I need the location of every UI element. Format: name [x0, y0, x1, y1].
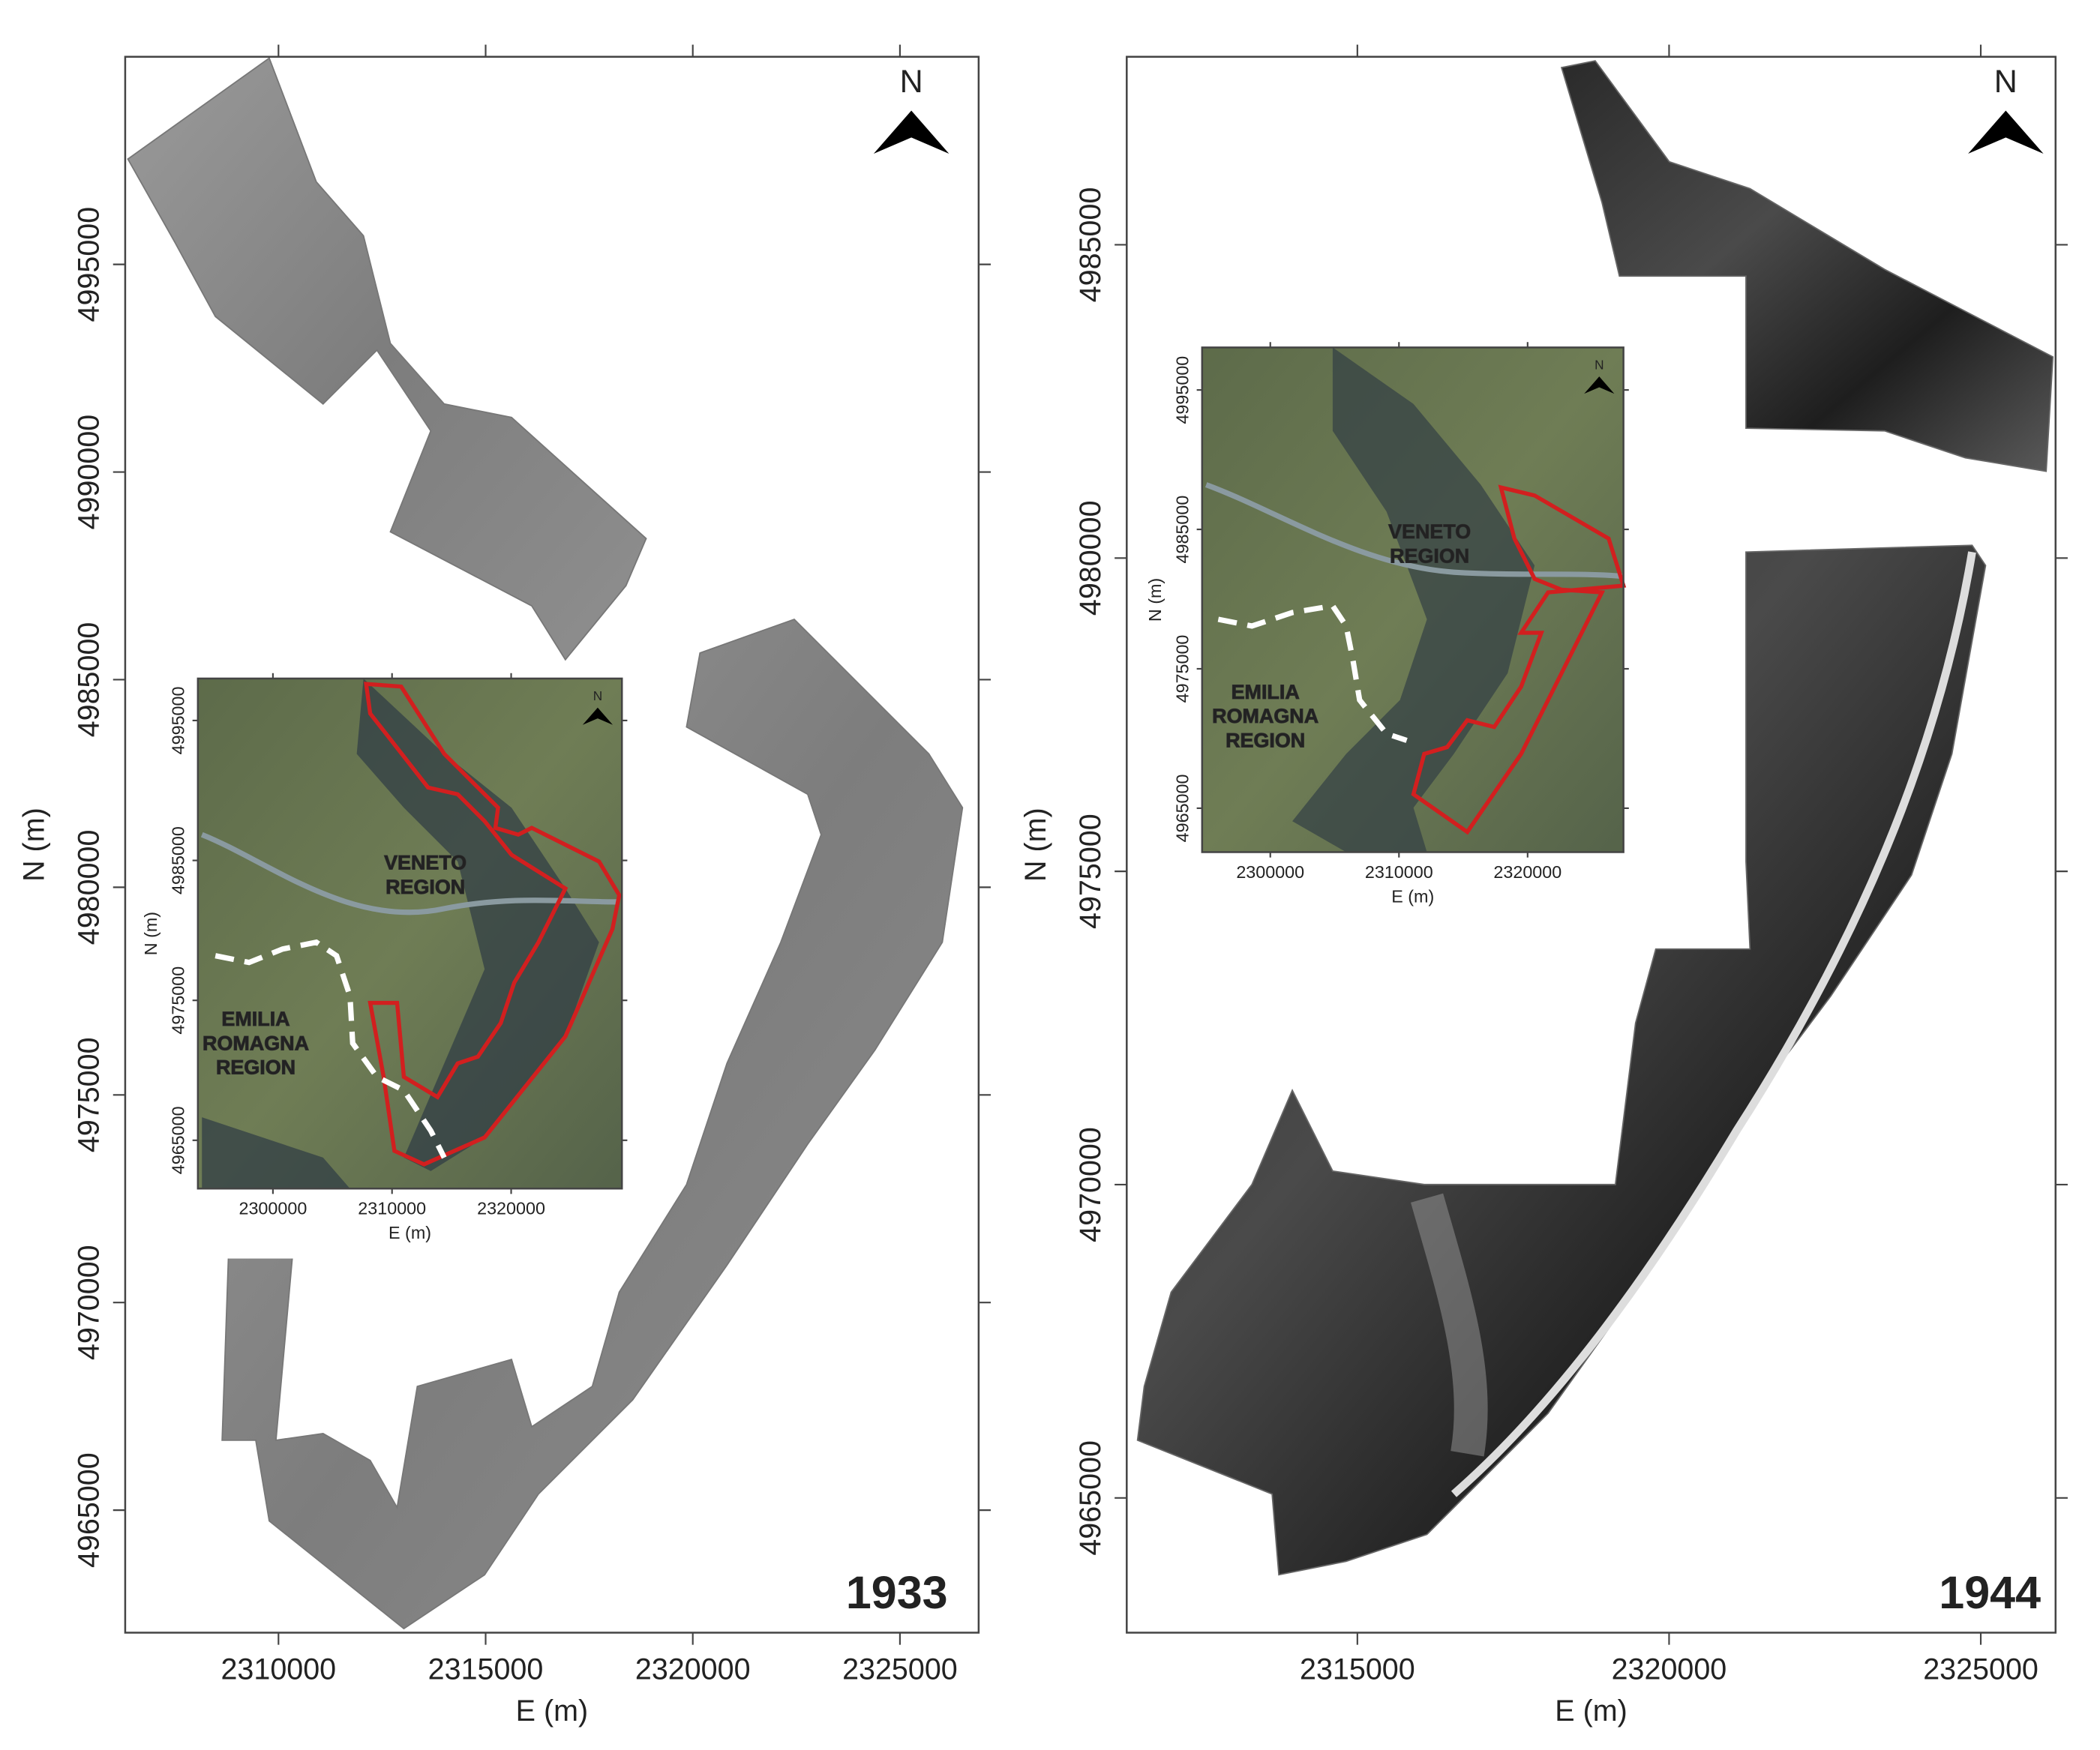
photo-strip	[1560, 60, 2054, 472]
x-tick-label: 2300000	[238, 1199, 307, 1218]
inset-1933	[131, 670, 633, 1259]
north-label: N	[900, 64, 923, 100]
x-tick-label: 2315000	[1300, 1653, 1415, 1686]
x-tick-label: 2315000	[428, 1653, 544, 1686]
x-tick-label: 2320000	[635, 1653, 751, 1686]
region-label: VENETO	[1388, 520, 1471, 543]
photo-strip	[127, 57, 647, 661]
north-label: N	[593, 688, 602, 703]
x-axis-label: E (m)	[388, 1223, 431, 1242]
shoreline	[1450, 551, 1976, 1497]
frame	[1201, 346, 1624, 853]
inset-1944	[1135, 339, 1632, 924]
y-tick-label: 4985000	[168, 826, 188, 894]
x-tick-label: 2325000	[842, 1653, 958, 1686]
region-label: EMILIA	[221, 1008, 290, 1030]
x-tick-label: 2320000	[1612, 1653, 1727, 1686]
y-axis-label: N (m)	[141, 912, 160, 955]
y-axis-label: N (m)	[1019, 808, 1052, 882]
water	[202, 1117, 350, 1189]
y-tick-label: 4975000	[1074, 814, 1107, 929]
study-area-outline	[1411, 484, 1627, 835]
region-label: REGION	[1226, 729, 1305, 751]
x-tick-label: 2325000	[1923, 1653, 2038, 1686]
x-tick-label: 2310000	[358, 1199, 426, 1218]
y-tick-label: 4995000	[73, 207, 106, 322]
frame	[124, 55, 980, 1634]
region-boundary	[1217, 603, 1408, 743]
y-tick-label: 4965000	[1074, 1440, 1107, 1556]
y-tick-label: 4990000	[73, 415, 106, 530]
study-area-outline	[364, 682, 622, 1167]
y-tick-label: 4970000	[1074, 1127, 1107, 1242]
y-tick-label: 4965000	[168, 1106, 188, 1174]
year-label: 1933	[846, 1567, 948, 1618]
north-label: N	[1994, 64, 2018, 100]
north-arrow	[873, 110, 950, 154]
x-axis-label: E (m)	[516, 1695, 588, 1728]
y-tick-label: 4985000	[1074, 187, 1107, 303]
y-tick-label: 4995000	[1172, 356, 1192, 424]
y-tick-label: 4965000	[73, 1452, 106, 1568]
region-label: EMILIA	[1232, 681, 1300, 703]
river	[1204, 482, 1623, 580]
x-axis-label: E (m)	[1391, 886, 1434, 906]
mosaic-1933	[127, 57, 964, 1630]
frame	[1126, 55, 2057, 1634]
x-tick-label: 2320000	[1493, 862, 1562, 882]
lagoon	[1410, 1193, 1488, 1457]
water	[1292, 347, 1535, 853]
x-tick-label: 2310000	[220, 1653, 336, 1686]
region-label: REGION	[216, 1056, 296, 1079]
y-tick-label: 4980000	[1074, 500, 1107, 616]
north-arrow	[1584, 376, 1615, 394]
photo-strip	[1136, 544, 1987, 1576]
north-label: N	[1594, 357, 1604, 372]
x-tick-label: 2320000	[477, 1199, 545, 1218]
mosaic-1944	[1136, 60, 2054, 1576]
water	[356, 678, 599, 1171]
y-axis-label: N (m)	[18, 808, 51, 882]
y-tick-label: 4975000	[168, 966, 188, 1035]
frame	[196, 677, 623, 1190]
y-tick-label: 4970000	[73, 1245, 106, 1360]
region-label: REGION	[386, 876, 465, 898]
region-label: VENETO	[384, 852, 466, 874]
x-tick-label: 2300000	[1236, 862, 1304, 882]
y-tick-label: 4995000	[168, 687, 188, 755]
y-tick-label: 4975000	[1172, 635, 1192, 703]
y-axis-label: N (m)	[1145, 578, 1165, 622]
region-label: ROMAGNA	[1212, 705, 1318, 727]
region-boundary	[214, 939, 447, 1159]
x-axis-label: E (m)	[1555, 1695, 1627, 1728]
north-arrow	[1968, 110, 2044, 154]
region-label: REGION	[1390, 545, 1469, 568]
year-label: 1944	[1939, 1567, 2041, 1618]
region-label: ROMAGNA	[202, 1032, 309, 1054]
y-tick-label: 4980000	[73, 830, 106, 945]
north-arrow	[582, 707, 614, 725]
y-tick-label: 4985000	[73, 622, 106, 738]
y-tick-label: 4965000	[1172, 774, 1192, 842]
y-tick-label: 4975000	[73, 1037, 106, 1152]
x-tick-label: 2310000	[1365, 862, 1433, 882]
y-tick-label: 4985000	[1172, 496, 1192, 564]
